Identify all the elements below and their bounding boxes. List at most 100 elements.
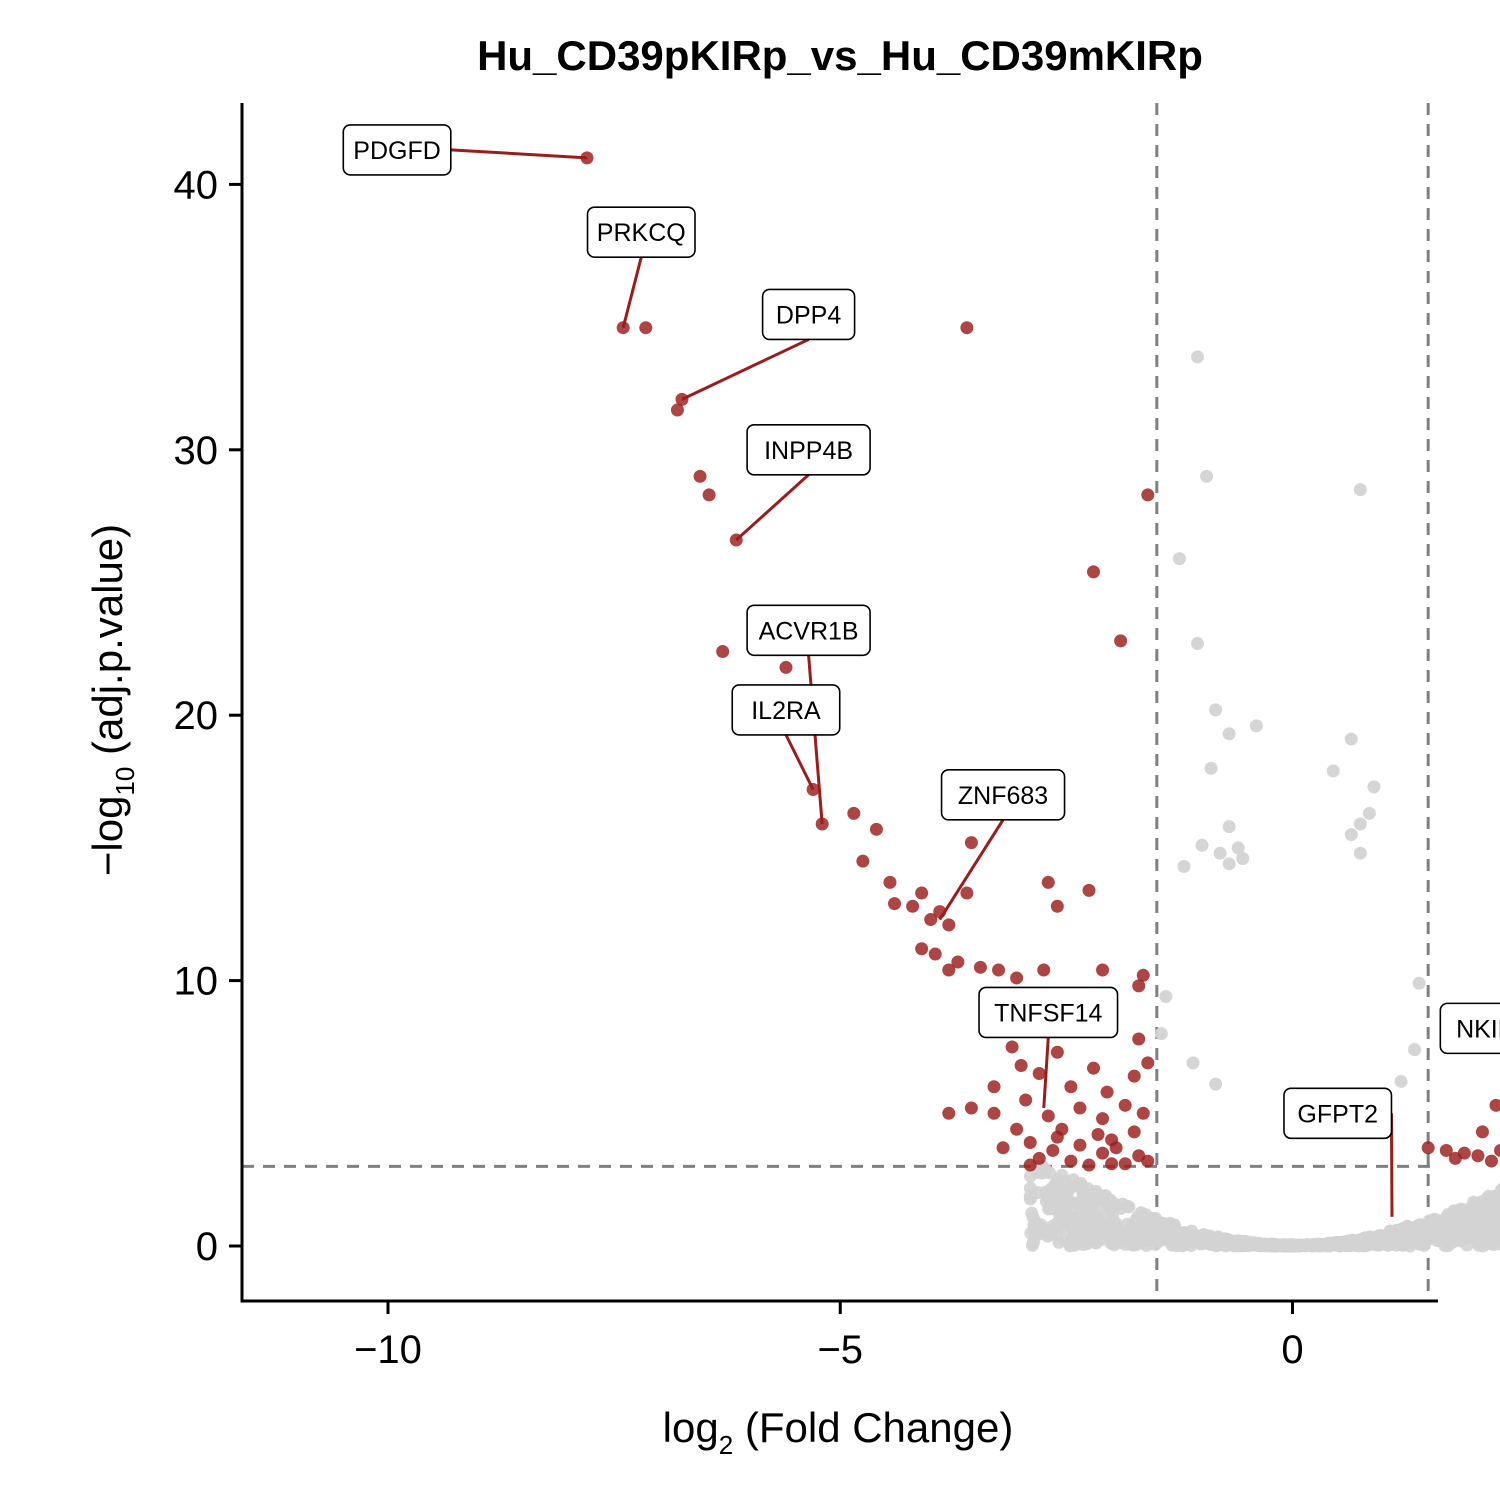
y-axis-title-main: −log: [84, 796, 131, 877]
cloud-point: [1059, 1203, 1073, 1217]
gene-label-inpp4b: INPP4B: [764, 437, 853, 465]
gene-connector-acvr1b: [807, 655, 824, 825]
significant-point: [1494, 1143, 1500, 1157]
significant-point: [973, 960, 987, 974]
significant-point: [1082, 1158, 1096, 1172]
significant-point: [847, 806, 861, 820]
significant-point: [1136, 968, 1150, 982]
significant-point: [670, 403, 684, 417]
significant-point: [1019, 1093, 1033, 1107]
cloud-point: [1342, 1238, 1356, 1252]
gene-labels: PDGFD PRKCQ DPP4 INPP4B ACVR1B IL2RA ZNF683 TNF…: [342, 124, 1500, 1217]
gene-label-tnfsf14: TNFSF14: [994, 999, 1102, 1027]
cloud-point: [1098, 1217, 1112, 1231]
significant-point: [1448, 1151, 1462, 1165]
cloud-point: [1472, 1236, 1486, 1250]
significant-point: [856, 854, 870, 868]
gene-label-il2ra: IL2RA: [751, 697, 821, 725]
significant-point: [1475, 1125, 1489, 1139]
cloud-point: [1310, 1239, 1324, 1253]
significant-point: [1100, 1085, 1114, 1099]
cloud-point: [1394, 1232, 1408, 1246]
cloud-point: [1023, 1192, 1037, 1206]
nonsignificant-point: [1186, 1056, 1200, 1070]
cloud-point: [1025, 1206, 1039, 1220]
cloud-point: [1103, 1198, 1117, 1212]
nonsignificant-point: [1367, 780, 1381, 794]
significant-point: [951, 955, 965, 969]
cloud-point: [1023, 1181, 1037, 1195]
significant-point: [1118, 1157, 1132, 1171]
cloud-point: [1461, 1210, 1475, 1224]
cloud-point: [1218, 1234, 1232, 1248]
cloud-point: [1050, 1175, 1064, 1189]
gene-label-nkiras1: NKIRAS1: [1456, 1015, 1500, 1043]
significant-point: [702, 488, 716, 502]
nonsignificant-point: [1353, 483, 1367, 497]
significant-point: [1105, 1157, 1119, 1171]
cloud-point: [1473, 1225, 1487, 1239]
cloud-point: [1479, 1212, 1493, 1226]
cloud-point: [1137, 1230, 1151, 1244]
cloud-point: [1049, 1227, 1063, 1241]
significant-point: [1073, 1101, 1087, 1115]
significant-point: [992, 963, 1006, 977]
x-tick-label: 0: [1281, 1328, 1303, 1372]
cloud-point: [1139, 1208, 1153, 1222]
significant-points: [580, 151, 1500, 1172]
significant-point: [1037, 963, 1051, 977]
significant-point: [942, 918, 956, 932]
cloud-point: [1114, 1201, 1128, 1215]
significant-point: [1105, 1133, 1119, 1147]
significant-point: [1050, 899, 1064, 913]
gene-connector-prkcq: [621, 256, 643, 329]
y-tick-label: 40: [174, 163, 219, 207]
cloud-point: [1090, 1235, 1104, 1249]
nonsignificant-point: [1191, 637, 1205, 651]
threshold-lines: [242, 103, 1438, 1301]
y-axis-title-rest: (adj.p.value): [84, 524, 131, 767]
nonsignificant-point: [1191, 350, 1205, 364]
significant-point: [964, 1101, 978, 1115]
cloud-point: [1035, 1166, 1049, 1180]
x-tick-label: −5: [817, 1328, 863, 1372]
cloud-point: [1358, 1231, 1372, 1245]
x-axis-title: log2 (Fold Change): [663, 1404, 1014, 1460]
significant-point: [1471, 1149, 1485, 1163]
chart-title: Hu_CD39pKIRp_vs_Hu_CD39mKIRp: [477, 32, 1203, 79]
significant-point: [1032, 1151, 1046, 1165]
significant-point: [1023, 1158, 1037, 1172]
gene-label-acvr1b: ACVR1B: [759, 617, 859, 645]
significant-point: [987, 1106, 1001, 1120]
nonsignificant-point: [1353, 846, 1367, 860]
cloud-point: [1068, 1216, 1082, 1230]
gene-connector-pdgfd: [450, 148, 588, 160]
significant-point: [1050, 1045, 1064, 1059]
significant-point: [906, 899, 920, 913]
nonsignificant-points: [1023, 350, 1500, 1253]
cloud-point: [1453, 1230, 1467, 1244]
significant-point: [1439, 1143, 1453, 1157]
significant-point: [987, 1080, 1001, 1094]
x-axis-title-main: log: [663, 1404, 719, 1451]
significant-point: [942, 1106, 956, 1120]
nonsignificant-point: [1222, 727, 1236, 741]
significant-point: [1087, 565, 1101, 579]
y-tick-label: 0: [196, 1225, 218, 1269]
cloud-point: [1278, 1239, 1292, 1253]
nonsignificant-point: [1408, 1043, 1422, 1057]
significant-point: [1127, 1069, 1141, 1083]
gene-connector-znf683: [938, 819, 1005, 921]
significant-point: [1014, 1059, 1028, 1073]
cloud-point: [1253, 1238, 1267, 1252]
gene-label-box-znf683: [940, 769, 1066, 821]
nonsignificant-point: [1222, 857, 1236, 871]
gene-label-box-prkcq: [586, 206, 696, 258]
cloud-point: [1328, 1237, 1342, 1251]
significant-point: [1023, 1135, 1037, 1149]
significant-point: [1050, 1130, 1064, 1144]
significant-point: [1041, 875, 1055, 889]
significant-point: [1064, 1154, 1078, 1168]
gene-label-box-inpp4b: [746, 423, 871, 476]
significant-point: [1141, 488, 1155, 502]
